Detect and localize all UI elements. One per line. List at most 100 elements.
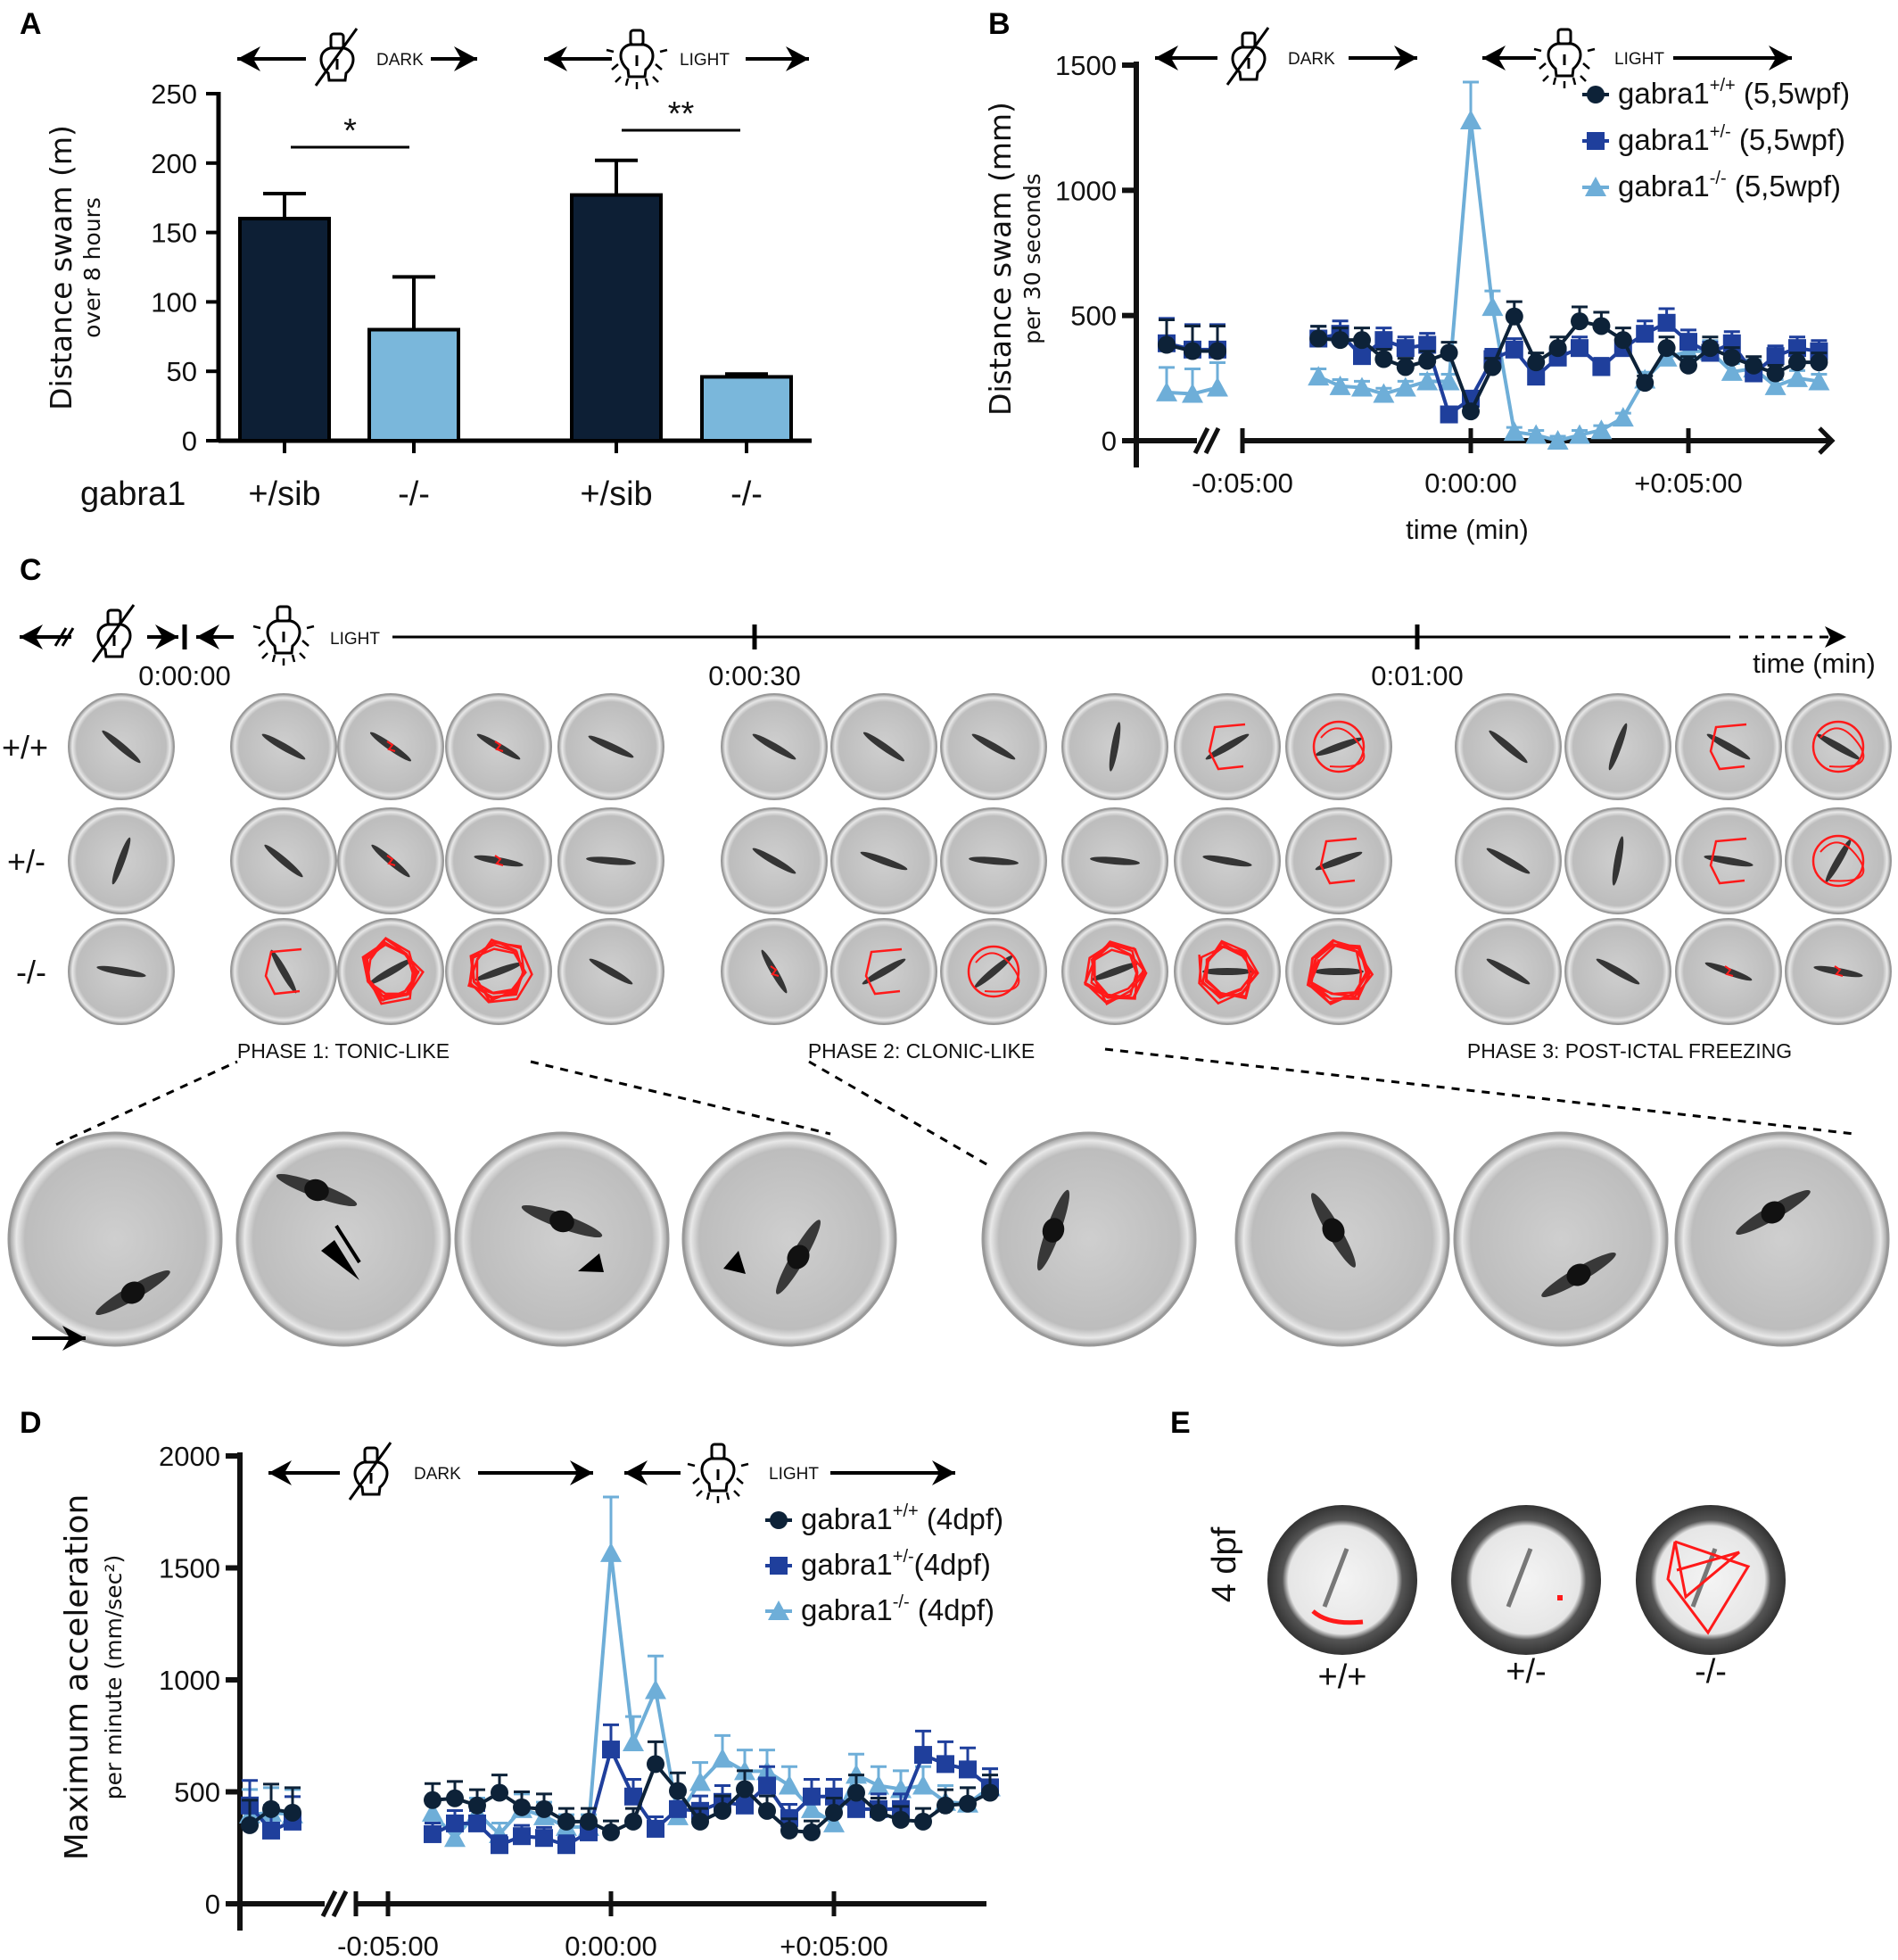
e-dish-well <box>1451 1505 1601 1655</box>
d-y-tick-label: 1500 <box>159 1553 220 1584</box>
panel-label-c: C <box>20 553 42 587</box>
b-legend-item-hom: gabra1-/- (5,5wpf) <box>1582 169 1841 203</box>
c-trajectory <box>1724 965 1734 977</box>
b-legend-label: gabra1+/- (5,5wpf) <box>1618 122 1845 156</box>
d-point-wt <box>284 1803 301 1822</box>
b-point-wt <box>1679 356 1697 375</box>
b-dark-label: DARK <box>1288 50 1335 69</box>
d-point-hom <box>444 1827 466 1848</box>
c-larva <box>474 962 523 981</box>
d-point-hom <box>623 1732 644 1752</box>
d-point-wt <box>959 1794 977 1813</box>
b-legend-label: gabra1+/+ (5,5wpf) <box>1618 76 1850 110</box>
c-dish <box>1174 807 1281 914</box>
c-trajectory <box>1811 834 1865 888</box>
d-legend-age: (4dpf) <box>914 1548 991 1581</box>
d-point-het <box>602 1741 620 1759</box>
c-dish-well <box>454 1131 670 1347</box>
c-larva <box>969 856 1019 865</box>
c-larva <box>96 965 146 978</box>
c-larva <box>862 958 906 985</box>
b-point-hom <box>1438 370 1460 391</box>
d-point-wt <box>914 1812 932 1831</box>
c-larva-head <box>120 1281 145 1304</box>
b-point-het <box>1679 333 1697 351</box>
b-x-tick-label: +0:05:00 <box>1634 467 1743 499</box>
panel-c: 0:00:00 0:00:30 0:01:00 time (min) +/+ +… <box>2 604 1892 1351</box>
panel-b: Distance swam (mm) per 30 seconds time (… <box>983 27 1850 545</box>
c-larva <box>1205 733 1250 760</box>
c-dish <box>68 693 175 800</box>
c-dish <box>1061 693 1168 800</box>
d-point-wt <box>803 1823 821 1841</box>
c-trajectory <box>1820 727 1865 768</box>
d-y-axis-title: Maximum acceleration <box>59 1494 95 1861</box>
a-bar-3 <box>700 375 793 443</box>
c-axis-break <box>54 627 68 647</box>
panel-label-b: B <box>988 7 1011 41</box>
c-trajectory <box>1312 720 1366 773</box>
c-arrow-icon-head <box>62 1326 86 1351</box>
b-y-tick-label: 0 <box>1102 426 1117 457</box>
c-trajectory <box>494 740 504 752</box>
d-point-het <box>669 1799 687 1818</box>
c-timeline: LIGHT <box>20 604 1846 666</box>
d-point-wt <box>870 1803 887 1822</box>
c-larva-head <box>1566 1263 1591 1286</box>
b-point-hom <box>1351 376 1373 397</box>
b-legend-marker <box>1585 177 1606 196</box>
c-larva <box>1608 723 1628 771</box>
c-larva <box>1489 730 1528 764</box>
b-legend-marker <box>1587 132 1605 150</box>
c-larva <box>860 851 908 871</box>
a-y-tick-label: 250 <box>151 79 197 110</box>
e-genotype-hom: -/- <box>1695 1653 1727 1691</box>
d-point-wt <box>714 1801 731 1820</box>
b-point-het <box>1527 368 1546 386</box>
d-light-left-arrow-head <box>624 1460 648 1485</box>
a-x-axis-title: gabra1 <box>80 476 186 513</box>
d-legend-genotype: +/+ <box>893 1501 919 1521</box>
c-dark-right-arrow <box>147 624 178 649</box>
b-point-hom <box>1373 383 1395 403</box>
d-point-hom <box>801 1798 822 1818</box>
a-y-axis-subtitle: over 8 hours <box>79 197 105 338</box>
c-dish <box>1675 693 1782 800</box>
d-legend-name: gabra1 <box>801 1502 893 1535</box>
c-trajectory <box>494 855 504 866</box>
b-point-wt <box>1440 343 1458 362</box>
c-dish <box>830 807 937 914</box>
d-light-right-arrow-head <box>932 1460 955 1485</box>
c-timeline-arrowhead <box>1825 626 1846 648</box>
e-larva <box>1322 1548 1349 1608</box>
b-point-het <box>1505 340 1523 359</box>
d-point-het <box>647 1819 664 1838</box>
c-larva <box>586 856 636 865</box>
b-point-wt <box>1483 358 1502 376</box>
c-dish <box>230 693 337 800</box>
d-point-wt <box>602 1823 620 1841</box>
d-light-right-arrow <box>830 1460 955 1485</box>
b-legend-genotype: -/- <box>1710 169 1727 188</box>
b-point-het <box>1657 313 1676 332</box>
panel-d: Maximum acceleration per minute (mm/sec²… <box>59 1441 1003 1960</box>
c-dish <box>1285 807 1392 914</box>
c-arrowhead-icon <box>723 1251 746 1274</box>
c-dish <box>721 807 828 914</box>
c-dish <box>230 807 337 914</box>
c-arrow-icon <box>32 1326 86 1351</box>
a-category-label-2: +/sib <box>580 476 652 513</box>
d-bulb-off-icon <box>348 1442 392 1501</box>
c-dish <box>1675 918 1782 1025</box>
c-trajectory <box>1709 837 1747 885</box>
b-line-wt <box>1318 311 1820 417</box>
c-dish <box>830 693 937 800</box>
b-point-wt <box>1353 331 1371 350</box>
b-point-hom <box>1787 367 1808 387</box>
d-point-het <box>803 1787 821 1806</box>
c-larva <box>974 955 1013 988</box>
d-point-wt <box>780 1821 798 1840</box>
c-larva <box>1109 722 1121 772</box>
